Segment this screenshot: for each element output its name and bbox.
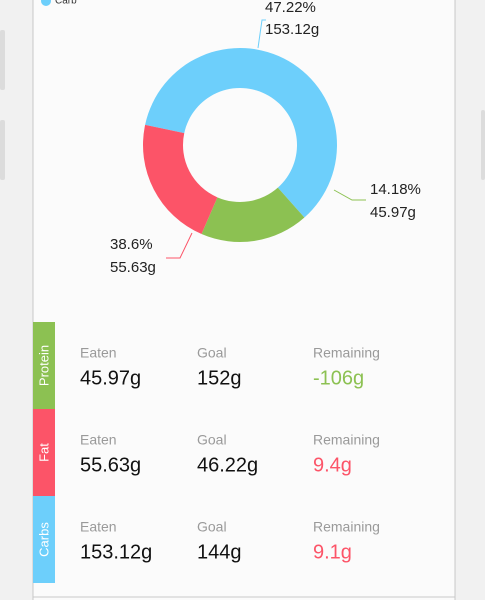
row-name: Fat — [36, 443, 51, 462]
nutrition-table: Protein Eaten 45.97g Goal 152g Remaining -106g… — [33, 322, 380, 583]
column-header: Goal — [197, 519, 227, 535]
donut-slice — [201, 187, 305, 242]
column-header: Remaining — [313, 432, 380, 448]
row-color-tab — [33, 496, 55, 583]
row-name: Carbs — [36, 522, 51, 557]
remaining-value: 9.1g — [313, 541, 352, 563]
eaten-value: 45.97g — [80, 367, 141, 389]
leader-line — [333, 189, 366, 201]
value-label: 153.12g — [265, 21, 319, 38]
percent-label: 38.6% — [110, 236, 153, 253]
goal-value: 144g — [197, 541, 242, 563]
value-label: 45.97g — [370, 204, 416, 221]
leader-line — [166, 232, 193, 259]
column-header: Eaten — [80, 519, 117, 535]
column-header: Goal — [197, 432, 227, 448]
eaten-value: 55.63g — [80, 454, 141, 476]
percent-label: 14.18% — [370, 181, 421, 198]
column-header: Remaining — [313, 345, 380, 361]
side-button — [0, 30, 5, 90]
legend-swatch — [41, 0, 51, 6]
row-name: Protein — [36, 345, 51, 386]
column-header: Goal — [197, 345, 227, 361]
column-header: Eaten — [80, 432, 117, 448]
donut-slice — [145, 47, 337, 218]
phone-bezel-left — [0, 0, 33, 600]
legend-label: Carb — [55, 0, 77, 7]
side-button — [481, 110, 485, 180]
goal-value: 152g — [197, 367, 242, 389]
remaining-value: 9.4g — [313, 454, 352, 476]
percent-label: 47.22% — [265, 0, 316, 16]
side-button — [0, 120, 5, 180]
donut-chart: 47.22% 153.12g 14.18% 45.97g 38.6% 55.63g Carb — [41, 0, 421, 276]
value-label: 55.63g — [110, 259, 156, 276]
column-header: Remaining — [313, 519, 380, 535]
row-color-tab — [33, 409, 55, 496]
phone-bezel-right — [455, 0, 485, 600]
row-color-tab — [33, 322, 55, 409]
column-header: Eaten — [80, 345, 117, 361]
goal-value: 46.22g — [197, 454, 258, 476]
remaining-value: -106g — [313, 367, 364, 389]
leader-line — [257, 19, 266, 49]
eaten-value: 153.12g — [80, 541, 152, 563]
donut-slice — [143, 124, 218, 235]
